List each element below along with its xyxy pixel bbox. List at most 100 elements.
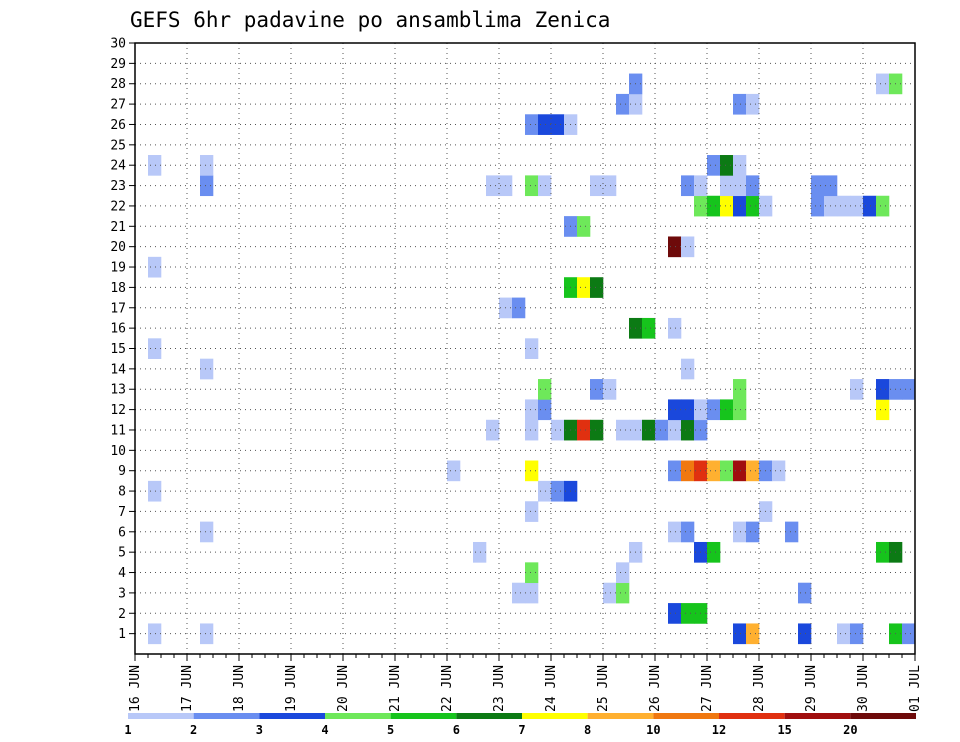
- heatmap-cell: [798, 582, 812, 604]
- y-tick-label: 11: [110, 423, 126, 438]
- x-tick-label: 16 JUN: [128, 665, 143, 712]
- y-tick-label: 3: [118, 586, 126, 601]
- heatmap-cell: [668, 460, 682, 482]
- heatmap-cell: [668, 317, 682, 339]
- y-tick-label: 1: [118, 627, 126, 642]
- heatmap-cell: [668, 419, 682, 441]
- heatmap-cell: [746, 460, 760, 482]
- heatmap-cell: [850, 623, 864, 645]
- colorbar-swatch: [784, 713, 851, 719]
- colorbar-label: 6: [453, 723, 460, 737]
- y-tick-label: 5: [118, 546, 126, 561]
- heatmap-cell: [616, 93, 630, 115]
- heatmap-cell: [785, 521, 799, 543]
- heatmap-cell: [876, 73, 890, 95]
- colorbar-swatch: [193, 713, 260, 719]
- heatmap-cell: [525, 419, 539, 441]
- x-tick-label: 23 JUN: [492, 665, 507, 712]
- heatmap-cell: [720, 399, 734, 421]
- colorbar-swatch: [653, 713, 719, 719]
- heatmap-cell: [746, 175, 760, 197]
- heatmap-cell: [681, 399, 695, 421]
- heatmap-cell: [551, 114, 565, 135]
- y-tick-label: 16: [110, 322, 126, 337]
- colorbar-label: 7: [518, 723, 525, 737]
- y-tick-label: 22: [110, 199, 126, 214]
- heatmap-cell: [746, 195, 760, 217]
- heatmap-cell: [525, 460, 539, 482]
- colorbar-swatch: [390, 713, 457, 719]
- heatmap-cell: [681, 419, 695, 441]
- y-tick-label: 24: [110, 159, 126, 174]
- heatmap-cell: [876, 541, 890, 563]
- heatmap-cell: [837, 623, 851, 645]
- y-tick-label: 28: [110, 77, 126, 92]
- heatmap-cell: [603, 379, 617, 400]
- heatmap-cell: [746, 93, 760, 115]
- y-tick-label: 15: [110, 342, 126, 357]
- heatmap-cell: [148, 480, 162, 502]
- heatmap-cell: [642, 317, 656, 339]
- heatmap-cell: [538, 399, 552, 421]
- heatmap-cell: [668, 603, 682, 624]
- heatmap-cell: [616, 582, 630, 604]
- heatmap-cell: [811, 175, 825, 197]
- colorbar-swatch: [128, 713, 194, 719]
- heatmap-cell: [733, 175, 747, 197]
- y-tick-label: 29: [110, 57, 126, 72]
- x-tick-label: 28 JUN: [752, 665, 767, 712]
- colorbar-label: 5: [387, 723, 394, 737]
- heatmap-cell: [863, 195, 877, 217]
- heatmap-cell: [720, 195, 734, 217]
- heatmap-cell: [577, 419, 591, 441]
- heatmap-cell: [746, 521, 760, 543]
- heatmap-cell: [707, 195, 721, 217]
- heatmap-cell: [811, 195, 825, 217]
- heatmap-cell: [707, 541, 721, 563]
- colorbar-swatch: [850, 713, 916, 719]
- colorbar-label: 2: [190, 723, 197, 737]
- heatmap-cell: [512, 297, 526, 319]
- x-tick-label: 25 JUN: [596, 665, 611, 712]
- heatmap-cell: [733, 399, 747, 421]
- colorbar-label: 8: [584, 723, 591, 737]
- heatmap-cell: [200, 623, 214, 645]
- x-tick-label: 26 JUN: [648, 665, 663, 712]
- heatmap-cell: [733, 155, 747, 176]
- y-tick-label: 10: [110, 444, 126, 459]
- heatmap-cell: [850, 379, 864, 400]
- heatmap-cell: [148, 623, 162, 645]
- heatmap-cell: [603, 175, 617, 197]
- y-tick-label: 20: [110, 240, 126, 255]
- heatmap-cell: [551, 419, 565, 441]
- heatmap-cell: [720, 175, 734, 197]
- colorbar-label: 3: [256, 723, 263, 737]
- heatmap-cell: [681, 175, 695, 197]
- heatmap-cell: [577, 216, 591, 237]
- heatmap-cell: [681, 521, 695, 543]
- heatmap-cell: [642, 419, 656, 441]
- heatmap-cell: [538, 114, 552, 135]
- heatmap-cell: [746, 623, 760, 645]
- heatmap-cell: [200, 521, 214, 543]
- colorbar-label: 12: [712, 723, 726, 737]
- y-tick-label: 4: [118, 566, 126, 581]
- heatmap-cell: [486, 419, 500, 441]
- heatmap-cell: [538, 175, 552, 197]
- heatmap-cell: [538, 379, 552, 400]
- heatmap-cell: [551, 480, 565, 502]
- y-tick-label: 26: [110, 118, 126, 133]
- heatmap-cell: [668, 236, 682, 258]
- y-tick-label: 25: [110, 138, 126, 153]
- heatmap-cell: [590, 419, 604, 441]
- heatmap-cell: [616, 419, 630, 441]
- colorbar-label: 10: [646, 723, 660, 737]
- y-tick-label: 27: [110, 98, 126, 113]
- heatmap-cell: [707, 460, 721, 482]
- x-tick-label: 19 JUN: [284, 665, 299, 712]
- colorbar-swatch: [456, 713, 522, 719]
- heatmap-cell: [707, 399, 721, 421]
- colorbar-label: 4: [321, 723, 328, 737]
- heatmap-cell: [707, 155, 721, 176]
- colorbar-label: 1: [124, 723, 131, 737]
